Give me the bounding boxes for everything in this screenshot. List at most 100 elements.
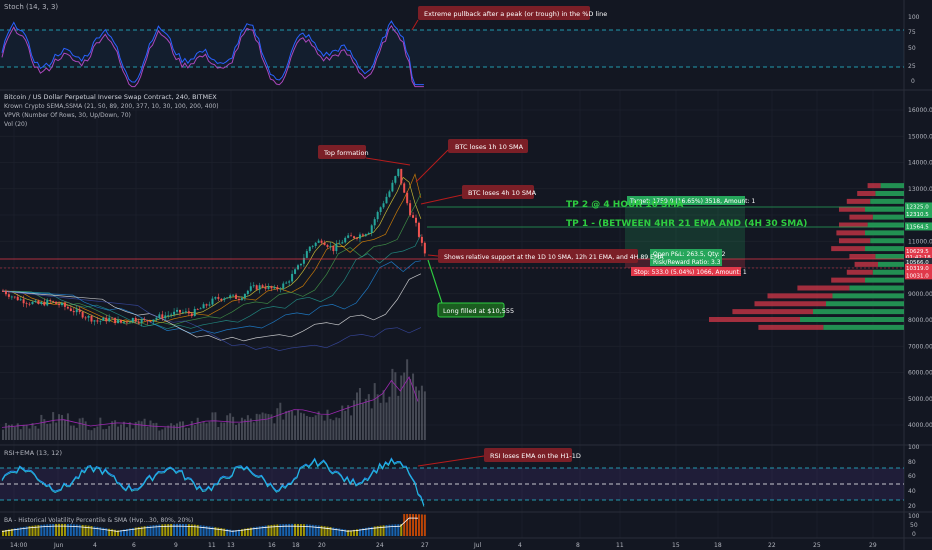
hvp-bar	[146, 525, 149, 536]
hvp-bar	[291, 523, 294, 536]
moving-average-line	[2, 176, 422, 322]
candle-body	[22, 299, 25, 304]
profile-down-bar	[797, 285, 850, 291]
profile-down-bar	[767, 293, 833, 299]
volume-bar	[78, 418, 81, 440]
volume-bar	[137, 420, 140, 440]
rsi-tick-label: 20	[908, 503, 916, 510]
hvp-bar	[2, 530, 4, 536]
hvp-pane: BA - Historical Volatility Percentile & …	[1, 513, 920, 538]
rsi-ema-line	[1, 458, 425, 507]
hvp-bar	[302, 524, 305, 536]
candle-body	[199, 308, 202, 310]
hvp-bar	[84, 525, 87, 536]
candle-body	[246, 290, 249, 294]
volume-bar	[326, 409, 329, 440]
time-tick-label: 29	[869, 542, 877, 549]
hvp-bar	[388, 524, 391, 536]
hvp-bar	[370, 526, 373, 536]
volume-bar	[55, 422, 58, 440]
volume-bar	[267, 414, 270, 440]
time-tick-label: 16	[268, 542, 276, 549]
candle-body	[370, 225, 373, 233]
hvp-bar	[46, 524, 49, 536]
hvp-bar	[184, 524, 187, 536]
volume-bar	[246, 415, 249, 440]
hvp-bar	[347, 530, 350, 536]
annotation-pointer	[427, 254, 439, 257]
hvp-bar	[131, 528, 134, 536]
candle-body	[299, 263, 302, 266]
profile-down-bar	[831, 277, 865, 283]
candle-body	[364, 234, 367, 236]
volume-bar	[382, 390, 385, 440]
hvp-bar	[114, 529, 117, 536]
profile-down-bar	[839, 238, 871, 244]
support-label: Shows relative support at the 1D 10 SMA,…	[444, 254, 664, 261]
volume-bar	[167, 425, 170, 440]
candle-body	[420, 236, 423, 243]
candle-body	[146, 320, 149, 322]
price-tick-label: 14000.00	[908, 160, 932, 167]
hvp-bar	[58, 523, 61, 536]
hvp-bar	[158, 524, 161, 536]
hvp-bar	[320, 525, 323, 536]
volume-bar	[261, 412, 264, 440]
hvp-bar	[223, 528, 226, 536]
volume-bar	[317, 411, 320, 440]
price-tick-label: 7000.00	[908, 343, 932, 350]
candle-body	[252, 285, 255, 287]
candle-body	[72, 311, 75, 313]
candle-body	[167, 314, 170, 316]
candle-body	[19, 299, 22, 301]
candle-body	[329, 245, 332, 247]
volume-bar	[385, 402, 388, 440]
candle-body	[288, 281, 291, 283]
candle-body	[353, 236, 356, 239]
rsi-tick-label: 40	[908, 488, 916, 495]
profile-up-bar	[878, 261, 904, 267]
hvp-bar	[22, 526, 25, 536]
volume-bar	[412, 373, 415, 440]
hvp-bar	[220, 528, 223, 536]
volume-bar	[270, 414, 273, 440]
symbol-title: Bitcoin / US Dollar Perpetual Inverse Sw…	[4, 93, 217, 101]
hvp-bar	[406, 514, 409, 536]
time-tick-label: 8	[576, 542, 580, 549]
price-level-text: 10031.0	[906, 273, 929, 279]
volume-bar	[128, 422, 131, 440]
hvp-bar	[108, 528, 111, 536]
hvp-bars	[2, 514, 426, 536]
hvp-bar	[176, 523, 179, 536]
hvp-bar	[423, 514, 426, 536]
volume-bar	[258, 414, 261, 440]
hvp-bar	[376, 526, 379, 536]
candle-body	[108, 317, 111, 322]
time-tick-label: 9	[174, 542, 178, 549]
moving-average-line	[1, 260, 421, 334]
candle-body	[229, 295, 232, 298]
candle-body	[412, 215, 415, 218]
volume-bar	[370, 408, 373, 440]
hvp-bar	[125, 529, 128, 536]
hvp-bar	[267, 525, 270, 536]
volume-bar	[52, 412, 55, 440]
moving-average-line	[1, 234, 422, 330]
candle-body	[117, 319, 120, 324]
volume-bar	[243, 419, 246, 440]
candle-body	[302, 257, 305, 264]
hvp-bar	[161, 524, 164, 536]
profile-up-bar	[800, 317, 904, 322]
hvp-bar	[134, 527, 137, 536]
candle-body	[341, 242, 344, 244]
tp1-label: TP 1 - (BETWEEN 4HR 21 EMA AND (4H 30 SM…	[566, 219, 807, 229]
candle-body	[131, 317, 134, 322]
stoch-tick-label: 25	[908, 63, 916, 70]
hvp-bar	[358, 528, 361, 536]
price-level-tag	[905, 246, 932, 255]
candle-body	[75, 309, 78, 313]
hvp-bar	[273, 524, 276, 536]
volume-bar	[282, 419, 285, 440]
annotation-pointer	[417, 455, 485, 467]
